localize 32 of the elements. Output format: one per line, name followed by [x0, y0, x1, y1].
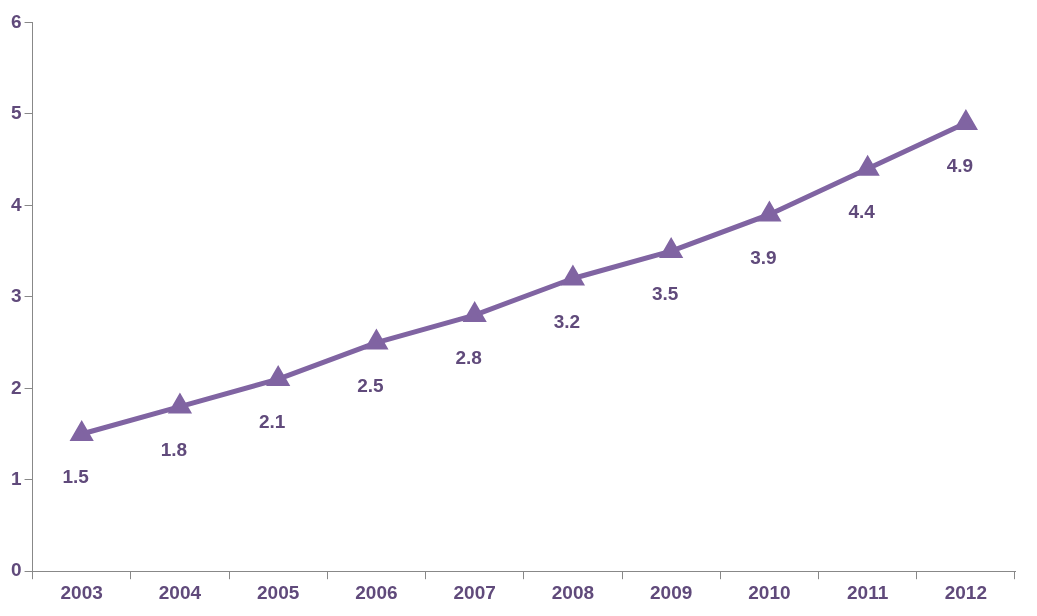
x-tick-label: 2010 [748, 581, 791, 603]
data-label: 2.1 [258, 411, 286, 433]
data-label: 1.5 [62, 466, 90, 488]
point [757, 200, 782, 222]
point [462, 301, 487, 323]
data-label: 3.2 [553, 310, 581, 332]
data-label: 4.9 [946, 155, 974, 177]
x-tick-label: 2007 [453, 581, 496, 603]
x-tick-label: 2008 [551, 581, 595, 603]
y-tick-label: 6 [10, 10, 22, 32]
data-label: 2.8 [455, 347, 482, 369]
y-tick-label: 5 [10, 102, 22, 124]
point [955, 109, 978, 131]
x-tick-label: 2012 [944, 581, 988, 603]
data-label: 1.8 [160, 438, 188, 460]
data-label: 2.5 [357, 374, 385, 396]
point [266, 365, 291, 387]
y-tick-label: 1 [10, 467, 22, 489]
y-tick-label: 4 [10, 193, 22, 215]
x-tick-label: 2003 [60, 581, 103, 603]
data-label: 3.5 [651, 283, 679, 305]
x-tick-label: 2011 [847, 581, 889, 603]
x-tick-label: 2004 [158, 581, 202, 603]
y-tick-label: 2 [10, 376, 22, 398]
x-tick-label: 2006 [355, 581, 398, 603]
x-tick-label: 2009 [650, 581, 693, 603]
x-tick-label: 2005 [257, 581, 300, 603]
point [659, 237, 684, 259]
data-label: 4.4 [848, 200, 876, 222]
y-tick-label: 3 [10, 285, 22, 307]
y-tick-label: 0 [10, 559, 22, 581]
data-label: 3.9 [750, 246, 777, 268]
